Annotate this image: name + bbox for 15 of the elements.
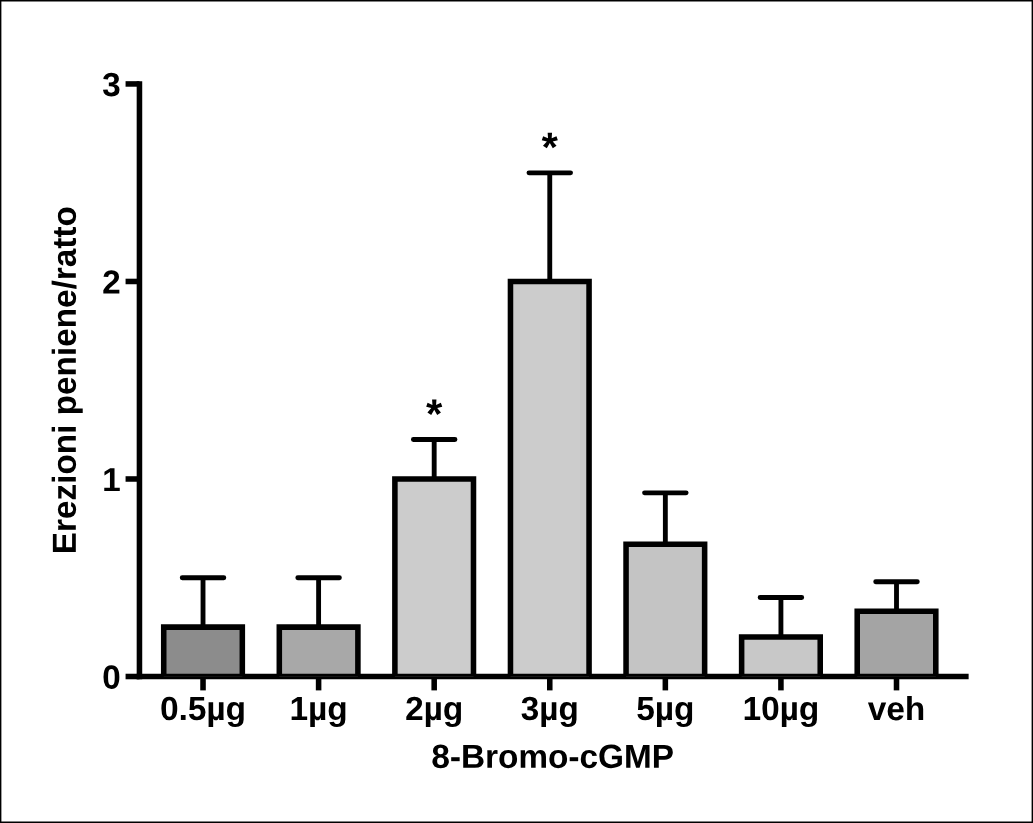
x-tick-label: 1µg <box>291 697 346 728</box>
annotation: * <box>426 399 443 415</box>
x-tick-label: 2µg <box>406 696 462 728</box>
annotation: * <box>541 132 558 149</box>
x-tick-label: 5µg <box>637 697 693 728</box>
y-tick-label: 1 <box>104 468 120 492</box>
y-axis-title: Erezioni peniene/ratto <box>51 207 83 553</box>
x-tick-label: 10µg <box>744 696 818 728</box>
x-tick-label: 0.5µg <box>161 696 244 728</box>
x-tick-label: veh <box>867 695 924 721</box>
y-tick-label: 0 <box>103 665 120 689</box>
x-axis-title: 8-Bromo-cGMP <box>432 744 673 769</box>
x-tick-label: 3µg <box>521 696 577 728</box>
y-tick-label: 2 <box>103 270 120 294</box>
y-tick-label: 3 <box>102 72 120 97</box>
